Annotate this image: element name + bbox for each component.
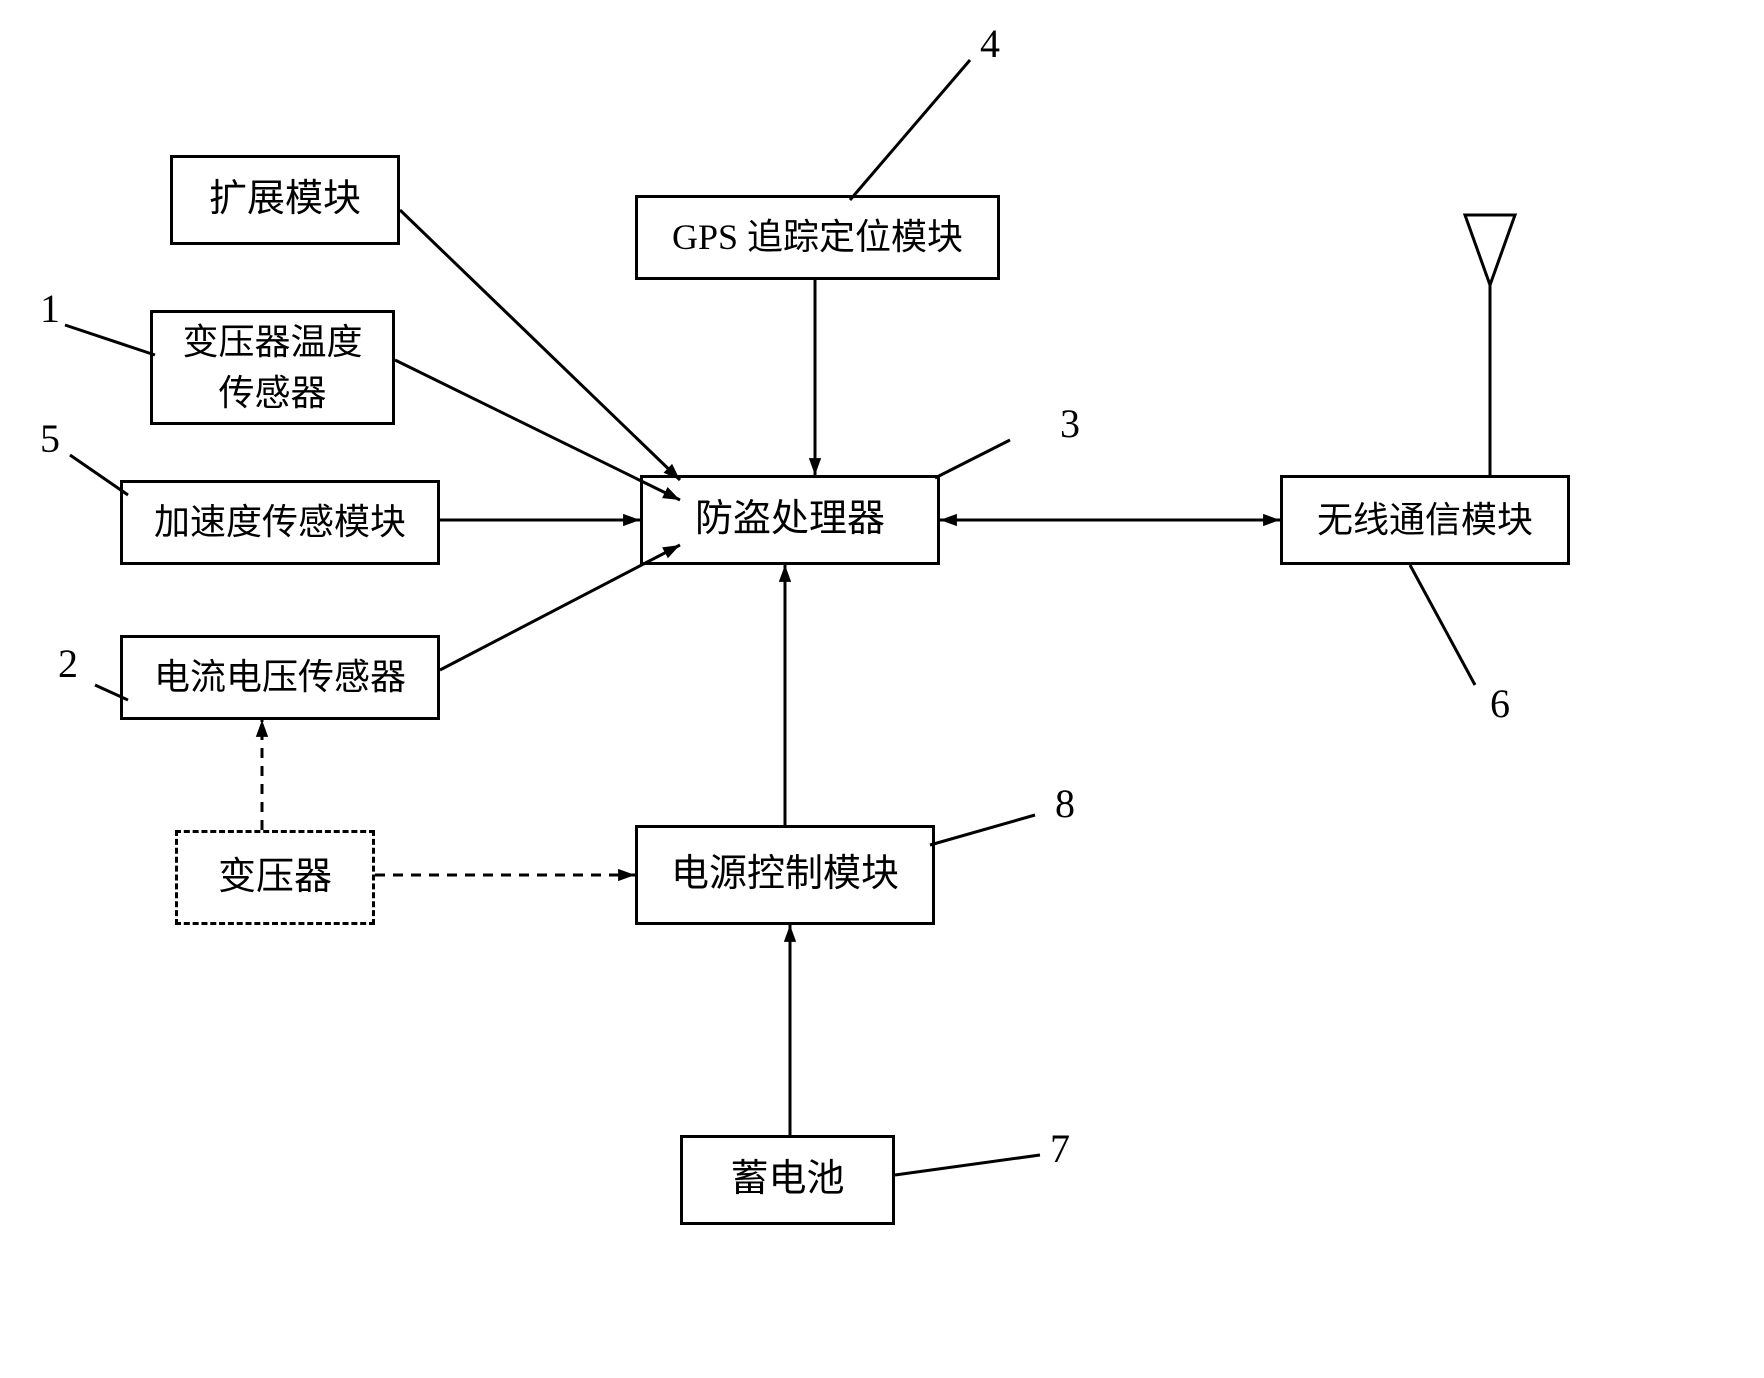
block-transformer: 变压器 (175, 830, 375, 925)
label-n2: 2 (58, 640, 78, 687)
block-currentVolt: 电流电压传感器 (120, 635, 440, 720)
label-n8: 8 (1055, 780, 1075, 827)
block-powerCtrl: 电源控制模块 (635, 825, 935, 925)
label-n6: 6 (1490, 680, 1510, 727)
block-wireless: 无线通信模块 (1280, 475, 1570, 565)
label-n7: 7 (1050, 1125, 1070, 1172)
block-accel: 加速度传感模块 (120, 480, 440, 565)
block-battery: 蓄电池 (680, 1135, 895, 1225)
label-n4: 4 (980, 20, 1000, 67)
label-n5: 5 (40, 415, 60, 462)
block-extension: 扩展模块 (170, 155, 400, 245)
block-tempSensor: 变压器温度 传感器 (150, 310, 395, 425)
block-processor: 防盗处理器 (640, 475, 940, 565)
block-gps: GPS 追踪定位模块 (635, 195, 1000, 280)
label-n3: 3 (1060, 400, 1080, 447)
label-n1: 1 (40, 285, 60, 332)
